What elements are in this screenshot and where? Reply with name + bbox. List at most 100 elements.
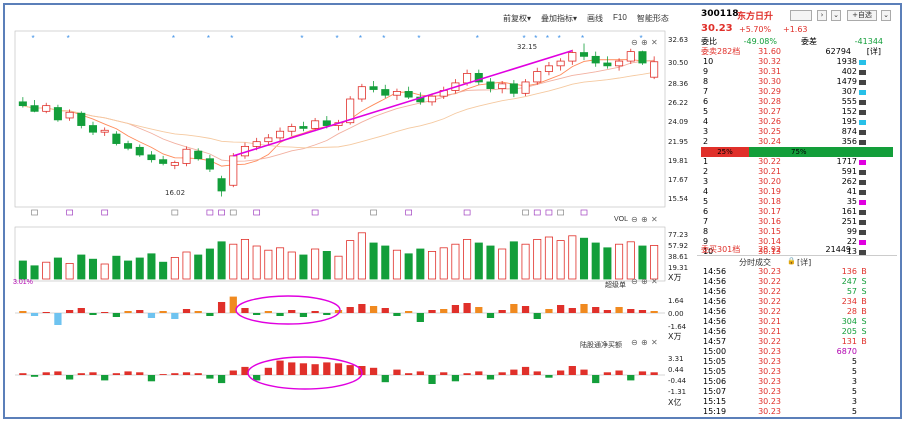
candle-body[interactable]	[264, 137, 273, 143]
candle-body[interactable]	[159, 159, 168, 164]
ask-row[interactable]: 6 30.28 555	[697, 97, 897, 107]
zoom-out-icon[interactable]: ⊖	[631, 38, 638, 47]
candle-body[interactable]	[521, 81, 530, 94]
candle-body[interactable]	[357, 86, 366, 100]
candle-body[interactable]	[170, 162, 179, 166]
candle-body[interactable]	[603, 62, 612, 67]
candle-body[interactable]	[346, 98, 355, 124]
candle-body[interactable]	[404, 91, 413, 98]
candle-body[interactable]	[591, 55, 600, 64]
bid-row[interactable]: 3 30.20 262	[697, 177, 897, 187]
candle-body[interactable]	[65, 111, 74, 119]
candle-body[interactable]	[509, 83, 518, 94]
event-star-icon[interactable]: *	[476, 34, 479, 43]
ask-row[interactable]: 8 30.30 1479	[697, 77, 897, 87]
event-star-icon[interactable]: *	[67, 34, 70, 43]
candle-body[interactable]	[381, 89, 390, 96]
close-icon[interactable]: ✕	[651, 338, 658, 347]
candle-body[interactable]	[486, 81, 495, 89]
candle-body[interactable]	[194, 150, 203, 160]
candle-body[interactable]	[276, 130, 285, 139]
candle-body[interactable]	[205, 158, 214, 170]
bid-row[interactable]: 6 30.17 161	[697, 207, 897, 217]
close-icon[interactable]: ✕	[651, 215, 658, 224]
zoom-out-icon[interactable]: ⊖	[631, 215, 638, 224]
candle-body[interactable]	[568, 52, 577, 62]
candle-body[interactable]	[88, 125, 98, 133]
zoom-in-icon[interactable]: ⊕	[641, 277, 648, 286]
ask-row[interactable]: 5 30.27 152	[697, 107, 897, 117]
zoom-in-icon[interactable]: ⊕	[641, 38, 648, 47]
event-star-icon[interactable]: *	[230, 34, 233, 43]
bid-row[interactable]: 4 30.19 41	[697, 187, 897, 197]
event-box-icon[interactable]	[370, 209, 377, 216]
close-icon[interactable]: ✕	[651, 277, 658, 286]
candle-body[interactable]	[579, 52, 589, 57]
event-box-icon[interactable]	[463, 209, 471, 216]
event-star-icon[interactable]: *	[558, 34, 561, 43]
candle-body[interactable]	[252, 141, 261, 147]
add-watchlist-button[interactable]: +自选	[847, 10, 877, 21]
bid-row[interactable]: 10 30.13 13	[697, 247, 897, 257]
event-star-icon[interactable]: *	[336, 34, 339, 43]
prev-icon[interactable]: ›	[817, 10, 827, 21]
event-box-icon[interactable]	[580, 209, 588, 216]
toolbar-pattern-button[interactable]: 智能形态	[636, 14, 669, 23]
candle-body[interactable]	[77, 112, 86, 126]
ask-row[interactable]: 7 30.29 307	[697, 87, 897, 97]
zoom-in-icon[interactable]: ⊕	[641, 215, 648, 224]
event-box-icon[interactable]	[533, 209, 541, 216]
candle-body[interactable]	[112, 133, 121, 144]
event-star-icon[interactable]: *	[546, 34, 549, 43]
candle-body[interactable]	[615, 60, 624, 67]
candle-body[interactable]	[287, 126, 296, 132]
event-box-icon[interactable]	[405, 209, 412, 216]
candle-body[interactable]	[299, 126, 308, 129]
ask-row[interactable]: 4 30.26 195	[697, 117, 897, 127]
event-star-icon[interactable]: *	[207, 34, 210, 43]
event-star-icon[interactable]: *	[172, 34, 175, 43]
ask-row[interactable]: 3 30.25 874	[697, 127, 897, 137]
event-star-icon[interactable]: *	[523, 34, 526, 43]
zoom-out-icon[interactable]: ⊖	[631, 277, 638, 286]
event-star-icon[interactable]: *	[581, 34, 584, 43]
sell-detail-link[interactable]: [详]	[866, 47, 881, 56]
candle-body[interactable]	[100, 129, 109, 133]
candle-body[interactable]	[533, 71, 542, 83]
more-icon[interactable]: ⌄	[881, 10, 891, 21]
toolbar-f10-button[interactable]: F10	[613, 13, 627, 22]
candle-body[interactable]	[322, 120, 331, 126]
trend-line[interactable]	[233, 49, 573, 157]
candle-body[interactable]	[392, 91, 401, 96]
event-box-icon[interactable]	[206, 209, 214, 216]
candle-body[interactable]	[229, 155, 238, 186]
candle-body[interactable]	[463, 73, 472, 84]
search-input[interactable]	[790, 10, 812, 21]
event-box-icon[interactable]	[66, 209, 73, 216]
bid-row[interactable]: 8 30.15 99	[697, 227, 897, 237]
toolbar-adjust-button[interactable]: 前复权▾	[503, 14, 532, 23]
event-star-icon[interactable]: *	[639, 34, 642, 43]
trades-detail-link[interactable]: [详]	[797, 258, 812, 267]
event-box-icon[interactable]	[31, 209, 38, 216]
event-box-icon[interactable]	[253, 209, 261, 216]
candle-body[interactable]	[18, 101, 27, 107]
event-box-icon[interactable]	[218, 209, 225, 216]
event-star-icon[interactable]: *	[32, 34, 35, 43]
toolbar-overlay-button[interactable]: 叠加指标▾	[541, 14, 578, 23]
candle-body[interactable]	[311, 120, 320, 129]
event-box-icon[interactable]	[101, 209, 109, 216]
event-star-icon[interactable]: *	[359, 34, 362, 43]
candle-body[interactable]	[182, 148, 191, 164]
bid-row[interactable]: 2 30.21 591	[697, 167, 897, 177]
candle-body[interactable]	[638, 51, 647, 64]
ask-row[interactable]: 2 30.24 356	[697, 137, 897, 147]
event-box-icon[interactable]	[311, 209, 319, 216]
candle-body[interactable]	[626, 51, 635, 62]
ask-row[interactable]: 9 30.31 402	[697, 67, 897, 77]
candle-body[interactable]	[147, 154, 156, 161]
event-star-icon[interactable]: *	[534, 34, 537, 43]
next-icon[interactable]: ⌄	[831, 10, 841, 21]
event-star-icon[interactable]: *	[300, 34, 303, 43]
zoom-out-icon[interactable]: ⊖	[631, 338, 638, 347]
